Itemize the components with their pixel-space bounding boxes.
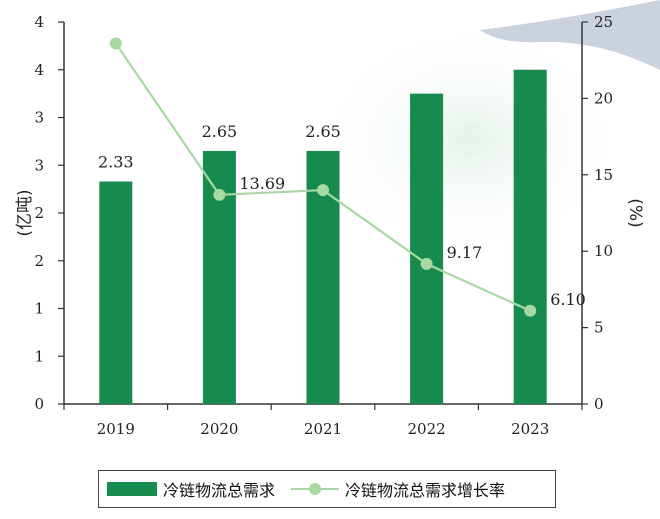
bar: [513, 69, 547, 404]
y-left-tick-label: 2: [34, 204, 44, 222]
chart-axes: 0 1 1 2 2 3 3 4 4 0 5 10 15 20 25 (亿吨) (%) 2019 2020 2021 20…: [15, 13, 645, 438]
legend-item-line: 冷链物流总需求增长率: [291, 477, 505, 501]
x-tick-label: 2021: [304, 420, 342, 438]
y-right-tick-label: 20: [594, 89, 613, 107]
data-labels: 2.33 2.65 2.65 13.69 9.17 6.10: [98, 122, 586, 309]
line-data-label: 13.69: [239, 174, 285, 193]
y-left-title: (亿吨): [15, 189, 35, 236]
y-right-tick-label: 5: [594, 319, 604, 337]
legend-label-bar: 冷链物流总需求: [163, 481, 276, 500]
legend: 冷链物流总需求 冷链物流总需求增长率: [98, 470, 556, 508]
x-tick-label: 2023: [511, 420, 549, 438]
y-left-tick-label: 1: [34, 347, 44, 365]
bar: [99, 181, 133, 404]
line-point: [420, 257, 433, 270]
bar: [410, 93, 444, 404]
bar-data-label: 2.65: [305, 122, 341, 141]
y-right-title: (%): [625, 198, 645, 227]
y-right-tick-label: 15: [594, 166, 613, 184]
y-right-tick-label: 10: [594, 242, 613, 260]
bar-data-label: 2.65: [202, 122, 238, 141]
legend-label-line: 冷链物流总需求增长率: [345, 481, 506, 500]
y-right-tick-label: 0: [594, 395, 604, 413]
line-data-label: 9.17: [447, 243, 483, 262]
x-tick-label: 2020: [200, 420, 238, 438]
line-data-label: 6.10: [550, 290, 586, 309]
line-point: [524, 304, 537, 317]
legend-swatch-line: [291, 482, 340, 496]
x-tick-label: 2022: [408, 420, 446, 438]
y-left-tick-label: 0: [34, 395, 44, 413]
bar-series: [99, 69, 547, 404]
line-point: [317, 184, 329, 197]
line-series: [109, 37, 537, 317]
y-left-tick-label: 1: [34, 300, 44, 318]
y-left-tick-label: 3: [34, 109, 44, 127]
y-left-tick-label: 4: [34, 13, 44, 31]
bar-data-label: 2.33: [98, 152, 134, 171]
legend-swatch-bar: [107, 482, 157, 496]
line-point: [213, 188, 226, 201]
line-point: [109, 37, 122, 50]
legend-item-bar: 冷链物流总需求: [107, 477, 275, 501]
x-tick-label: 2019: [97, 420, 135, 438]
y-left-tick-label: 4: [34, 61, 44, 79]
y-right-tick-label: 25: [594, 13, 613, 31]
y-left-tick-label: 2: [34, 252, 44, 270]
y-left-tick-label: 3: [34, 156, 44, 174]
